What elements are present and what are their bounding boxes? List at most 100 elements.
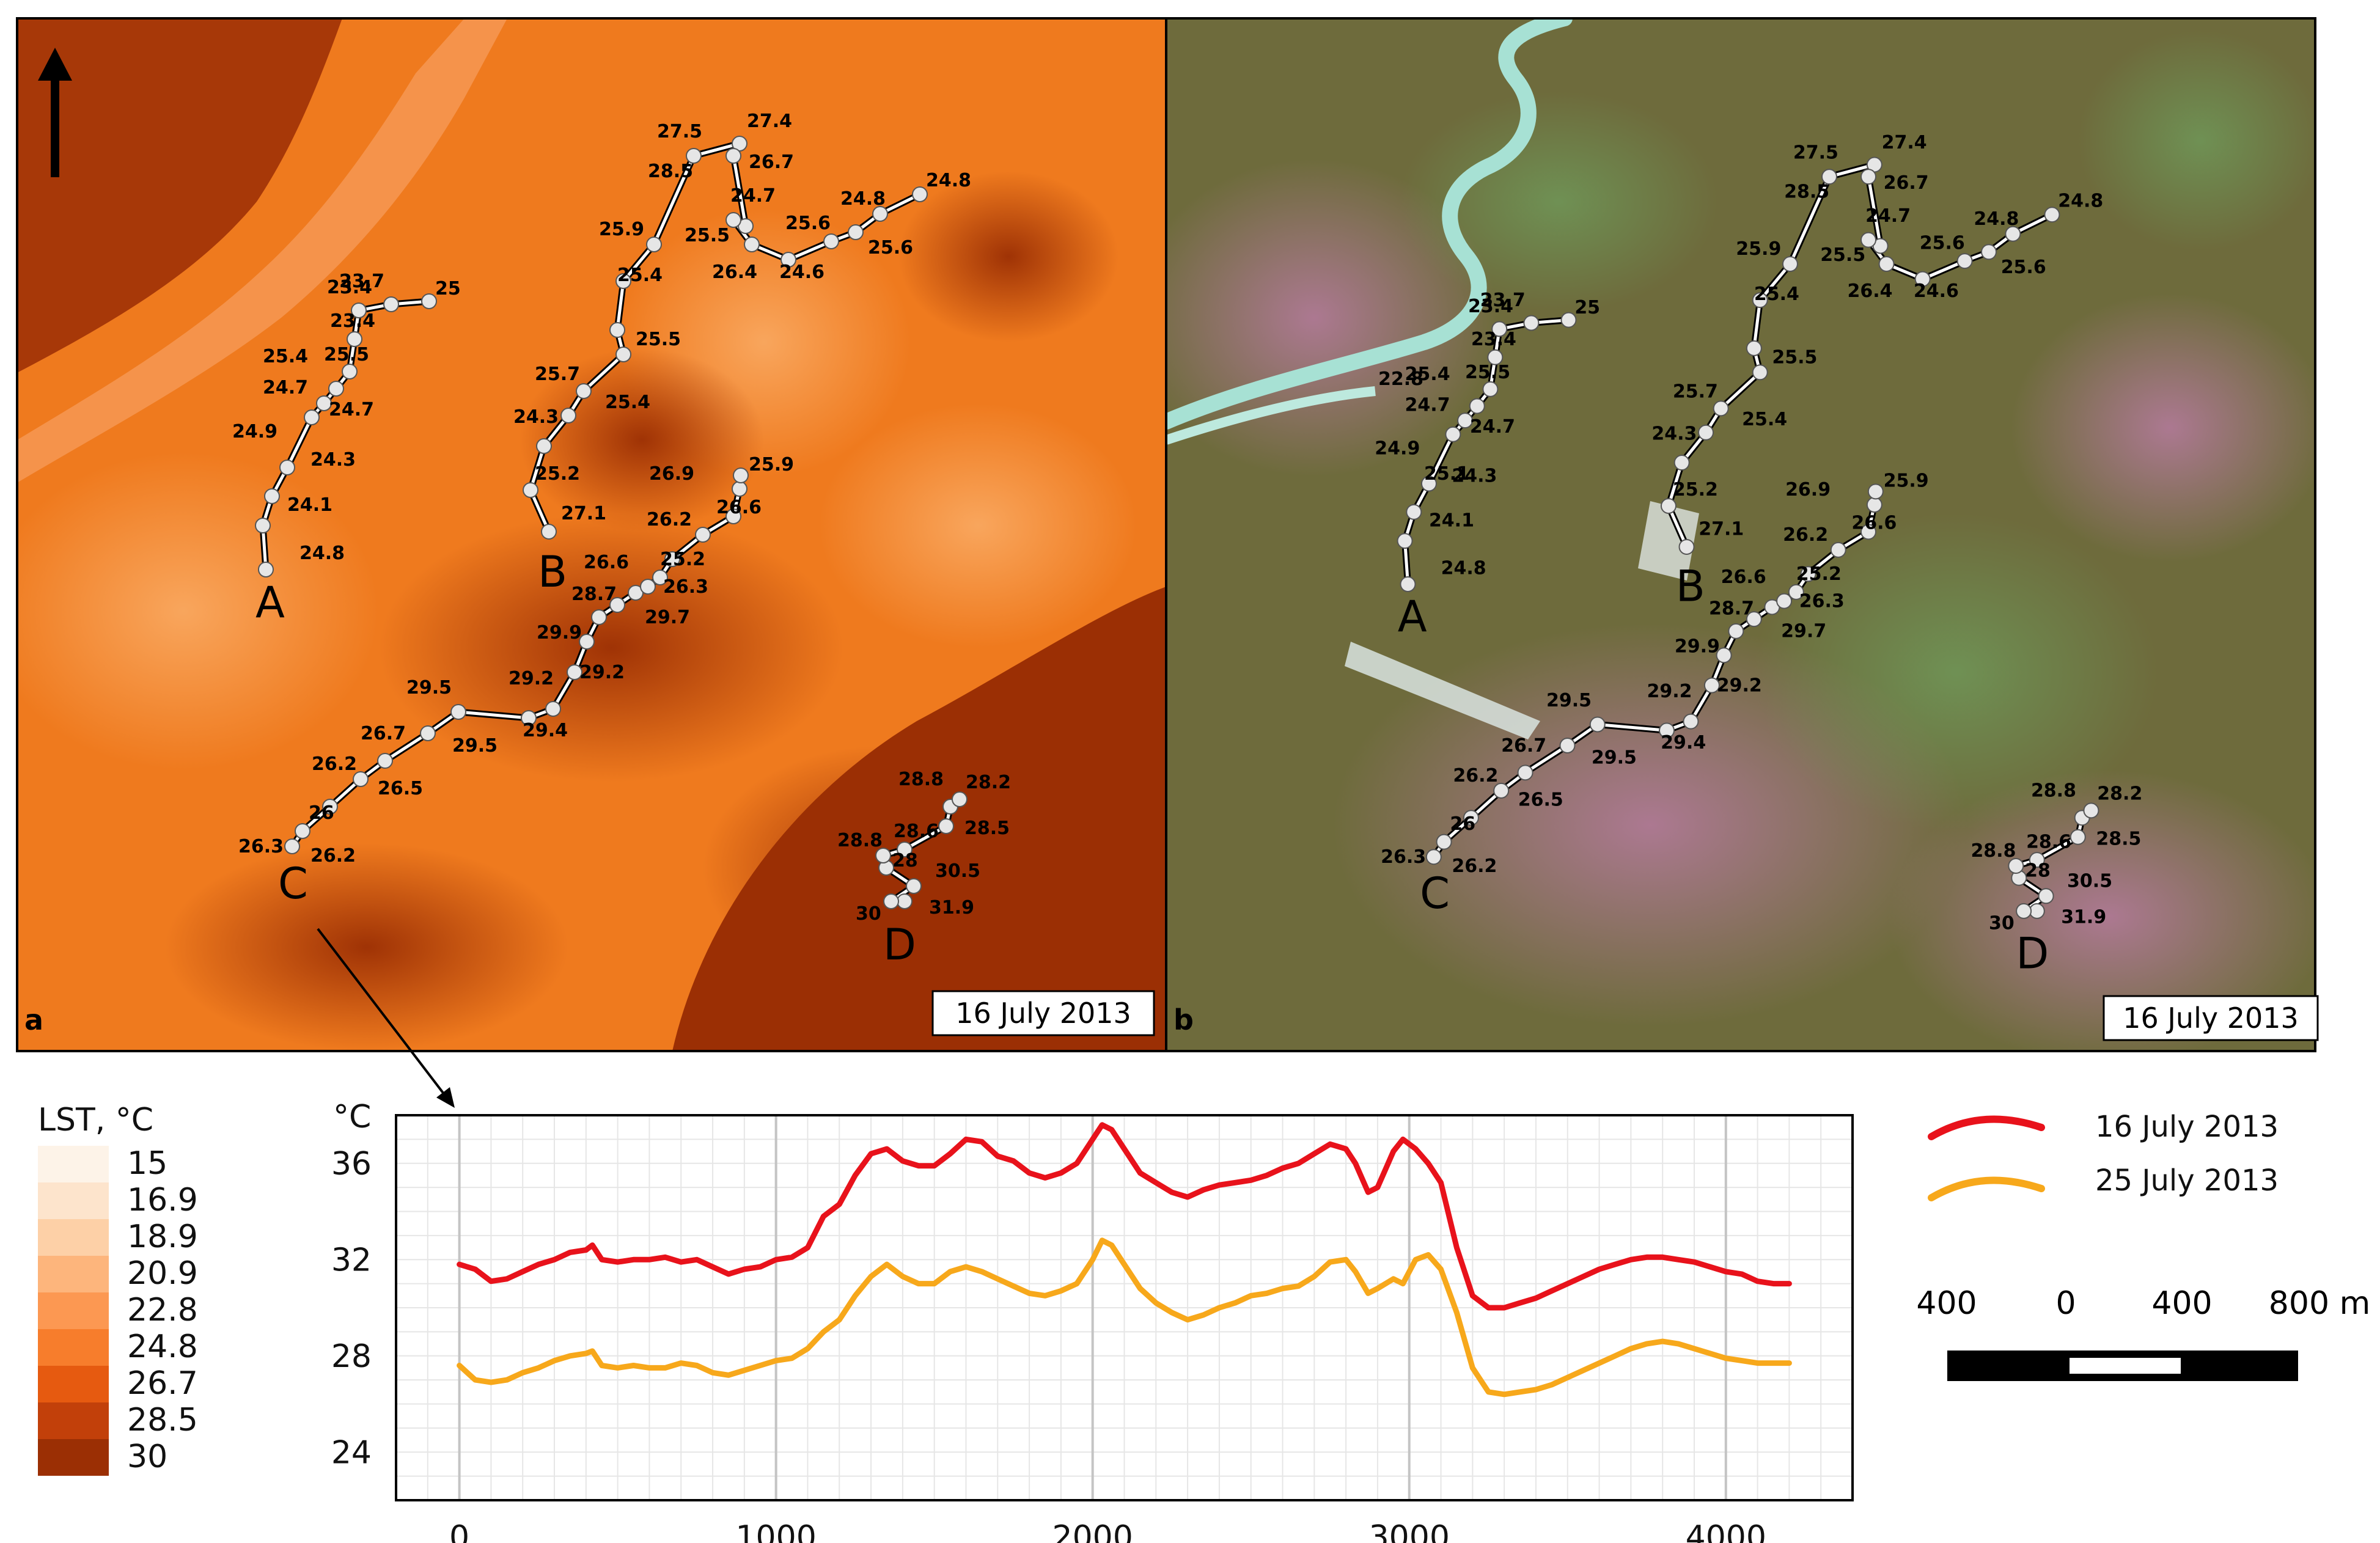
transect-temp-label: 23.4 — [330, 310, 375, 332]
legend-swatch-25-july — [1928, 1176, 2045, 1201]
scale-label-400-left: 400 — [1916, 1285, 1977, 1322]
transect-temp-label: 25 — [435, 278, 461, 299]
transect-temp-label: 25.2 — [660, 549, 705, 570]
transect-point — [615, 346, 631, 362]
transect-temp-label: 25.4 — [1742, 409, 1787, 430]
transect-temp-label: 26.7 — [749, 152, 794, 173]
lst-legend-label: 24.8 — [127, 1329, 198, 1365]
transect-point — [1821, 169, 1837, 185]
panel-b-date: 16 July 2013 — [2123, 1002, 2299, 1035]
transect-point — [1491, 321, 1508, 337]
panel-b-tag: b — [1173, 1003, 1194, 1036]
transect-letter-D: D — [2016, 928, 2049, 978]
transect-temp-label: 25.2 — [1796, 563, 1842, 585]
transect-temp-label: 29.2 — [579, 662, 625, 683]
lst-legend-swatch — [38, 1439, 109, 1476]
transect-letter-A: A — [1398, 592, 1427, 642]
transect-point — [646, 236, 662, 252]
transect-point — [2083, 802, 2099, 819]
transect-temp-label: 26.2 — [647, 509, 692, 530]
transect-point — [1800, 566, 1816, 582]
transect-point — [304, 409, 320, 425]
transect-temp-label: 26.5 — [1518, 790, 1563, 811]
transect-point — [1457, 412, 1474, 429]
transect-point — [823, 233, 839, 249]
lst-profile-chart: 0 1000 2000 3000 4000 24 28 32 36 °C — [331, 1099, 1854, 1543]
panel-a-date-box: 16 July 2013 — [931, 990, 1155, 1036]
transect-temp-label: 28.6 — [894, 821, 939, 842]
transect-temp-label: 31.9 — [2061, 907, 2106, 928]
transect-temp-label: 25.7 — [1673, 381, 1718, 403]
transect-point — [541, 524, 557, 540]
transect-point — [695, 527, 711, 543]
transect-point — [1517, 764, 1533, 781]
transect-point — [2008, 858, 2024, 874]
transect-temp-label: 29.2 — [1717, 675, 1762, 696]
transect-temp-label: 25.5 — [1820, 244, 1865, 266]
transect-temp-label: 28.8 — [1970, 840, 2016, 862]
transect-point — [897, 893, 913, 909]
transect-temp-label: 26.5 — [378, 778, 423, 799]
transect-point — [1523, 315, 1540, 331]
chart-ticks: 0 1000 2000 3000 4000 24 28 32 36 — [331, 1146, 1766, 1543]
transect-point — [579, 634, 595, 650]
transect-point — [383, 296, 399, 312]
lst-legend-label: 15 — [127, 1145, 167, 1182]
transect-point — [1420, 475, 1437, 492]
transect-point — [560, 408, 576, 423]
transect-point — [567, 664, 582, 680]
transect-point — [1678, 538, 1695, 555]
transect-point — [1487, 349, 1504, 365]
transect-point — [897, 841, 913, 857]
lst-legend-swatch — [38, 1292, 109, 1329]
transect-temp-label: 25.4 — [617, 265, 663, 286]
transect-temp-label: 27.4 — [747, 111, 792, 132]
transect-temp-label: 29.2 — [1647, 681, 1692, 702]
transect-temp-label: 24.7 — [1405, 394, 1450, 416]
transect-point — [952, 791, 968, 807]
transect-temp-label: 25.5 — [685, 225, 730, 246]
panel-b-frame — [1165, 17, 2316, 1052]
transect-point — [1397, 533, 1413, 549]
transect-point — [1659, 722, 1675, 739]
panel-a-date: 16 July 2013 — [955, 997, 1131, 1030]
transect-point — [640, 579, 656, 595]
transect-point — [1860, 524, 1876, 540]
transect-point — [1400, 576, 1416, 593]
transect-point — [351, 302, 367, 318]
transect-point — [1589, 716, 1606, 733]
transect-temp-label: 25.6 — [785, 213, 831, 234]
transect-point — [1425, 849, 1442, 865]
transect-point — [328, 381, 344, 397]
transect-temp-label: 24.1 — [1429, 510, 1474, 531]
transect-point — [1713, 400, 1729, 417]
lst-legend-label: 30 — [127, 1439, 167, 1475]
transect-point — [2029, 903, 2045, 919]
transects-panel-b: 24.824.124.324.924.724.725.525.423.423.4… — [1375, 132, 2142, 979]
transect-temp-label: 24.7 — [1865, 205, 1911, 227]
legend-swatch-16-july — [1928, 1115, 2045, 1140]
transect-point — [1493, 782, 1510, 799]
transect-temp-label: 25.4 — [1405, 364, 1450, 385]
lst-legend-swatch — [38, 1329, 109, 1366]
transect-point — [1673, 455, 1690, 471]
transect-temp-label: 24.9 — [232, 421, 277, 442]
transect-temp-label: 24.8 — [1441, 557, 1486, 579]
transect-point — [1406, 504, 1422, 520]
panel-a-lst-map — [17, 18, 1166, 1051]
transect-point — [1860, 232, 1876, 248]
transect-temp-label: 30 — [856, 903, 881, 925]
transect-point — [342, 364, 358, 379]
transect-temp-label: 24.7 — [730, 185, 776, 207]
transect-point — [1482, 381, 1499, 397]
transect-letter-B: B — [538, 547, 567, 597]
transect-temp-label: 23.4 — [1471, 329, 1516, 350]
chart-series-line-16-july — [457, 1122, 1792, 1311]
transect-point — [1788, 584, 1804, 600]
chart-x-tick-label: 4000 — [1686, 1519, 1766, 1543]
transect-temp-label: 23.4 — [327, 277, 372, 298]
transect-temp-label: 28.6 — [2026, 831, 2071, 852]
transect-temp-label: 26.7 — [361, 723, 406, 744]
transect-temp-label: 26.6 — [1721, 566, 1766, 588]
transect-point — [780, 252, 796, 268]
